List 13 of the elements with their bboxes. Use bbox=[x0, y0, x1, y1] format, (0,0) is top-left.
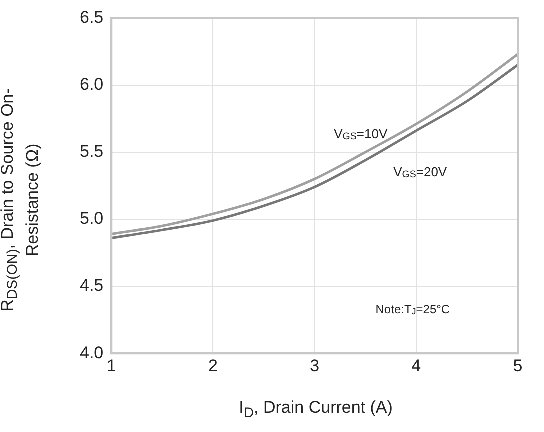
x-axis-title: I$_{D}$, Drain Current (A) bbox=[238, 398, 394, 422]
y-tick-label: 5.5 bbox=[80, 142, 104, 162]
y-tick-label: 5.0 bbox=[80, 209, 104, 228]
x-tick-label: 4 bbox=[412, 356, 422, 376]
x-tick-label: 1 bbox=[106, 356, 116, 376]
y-tick-label: 6.0 bbox=[80, 74, 104, 94]
annotation: Note:TJ=25°C bbox=[376, 302, 450, 317]
x-tick-label: 5 bbox=[513, 356, 523, 376]
x-tick-label: 2 bbox=[208, 356, 218, 376]
y-tick-label: 4.5 bbox=[80, 276, 104, 296]
y-tick-label: 6.5 bbox=[80, 8, 104, 27]
y-tick-label: 4.0 bbox=[80, 343, 104, 362]
x-tick-label: 3 bbox=[310, 356, 320, 376]
